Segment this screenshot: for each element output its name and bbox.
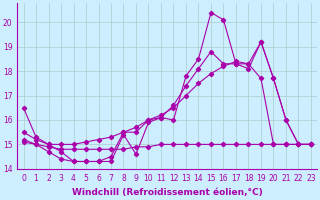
X-axis label: Windchill (Refroidissement éolien,°C): Windchill (Refroidissement éolien,°C) xyxy=(72,188,263,197)
